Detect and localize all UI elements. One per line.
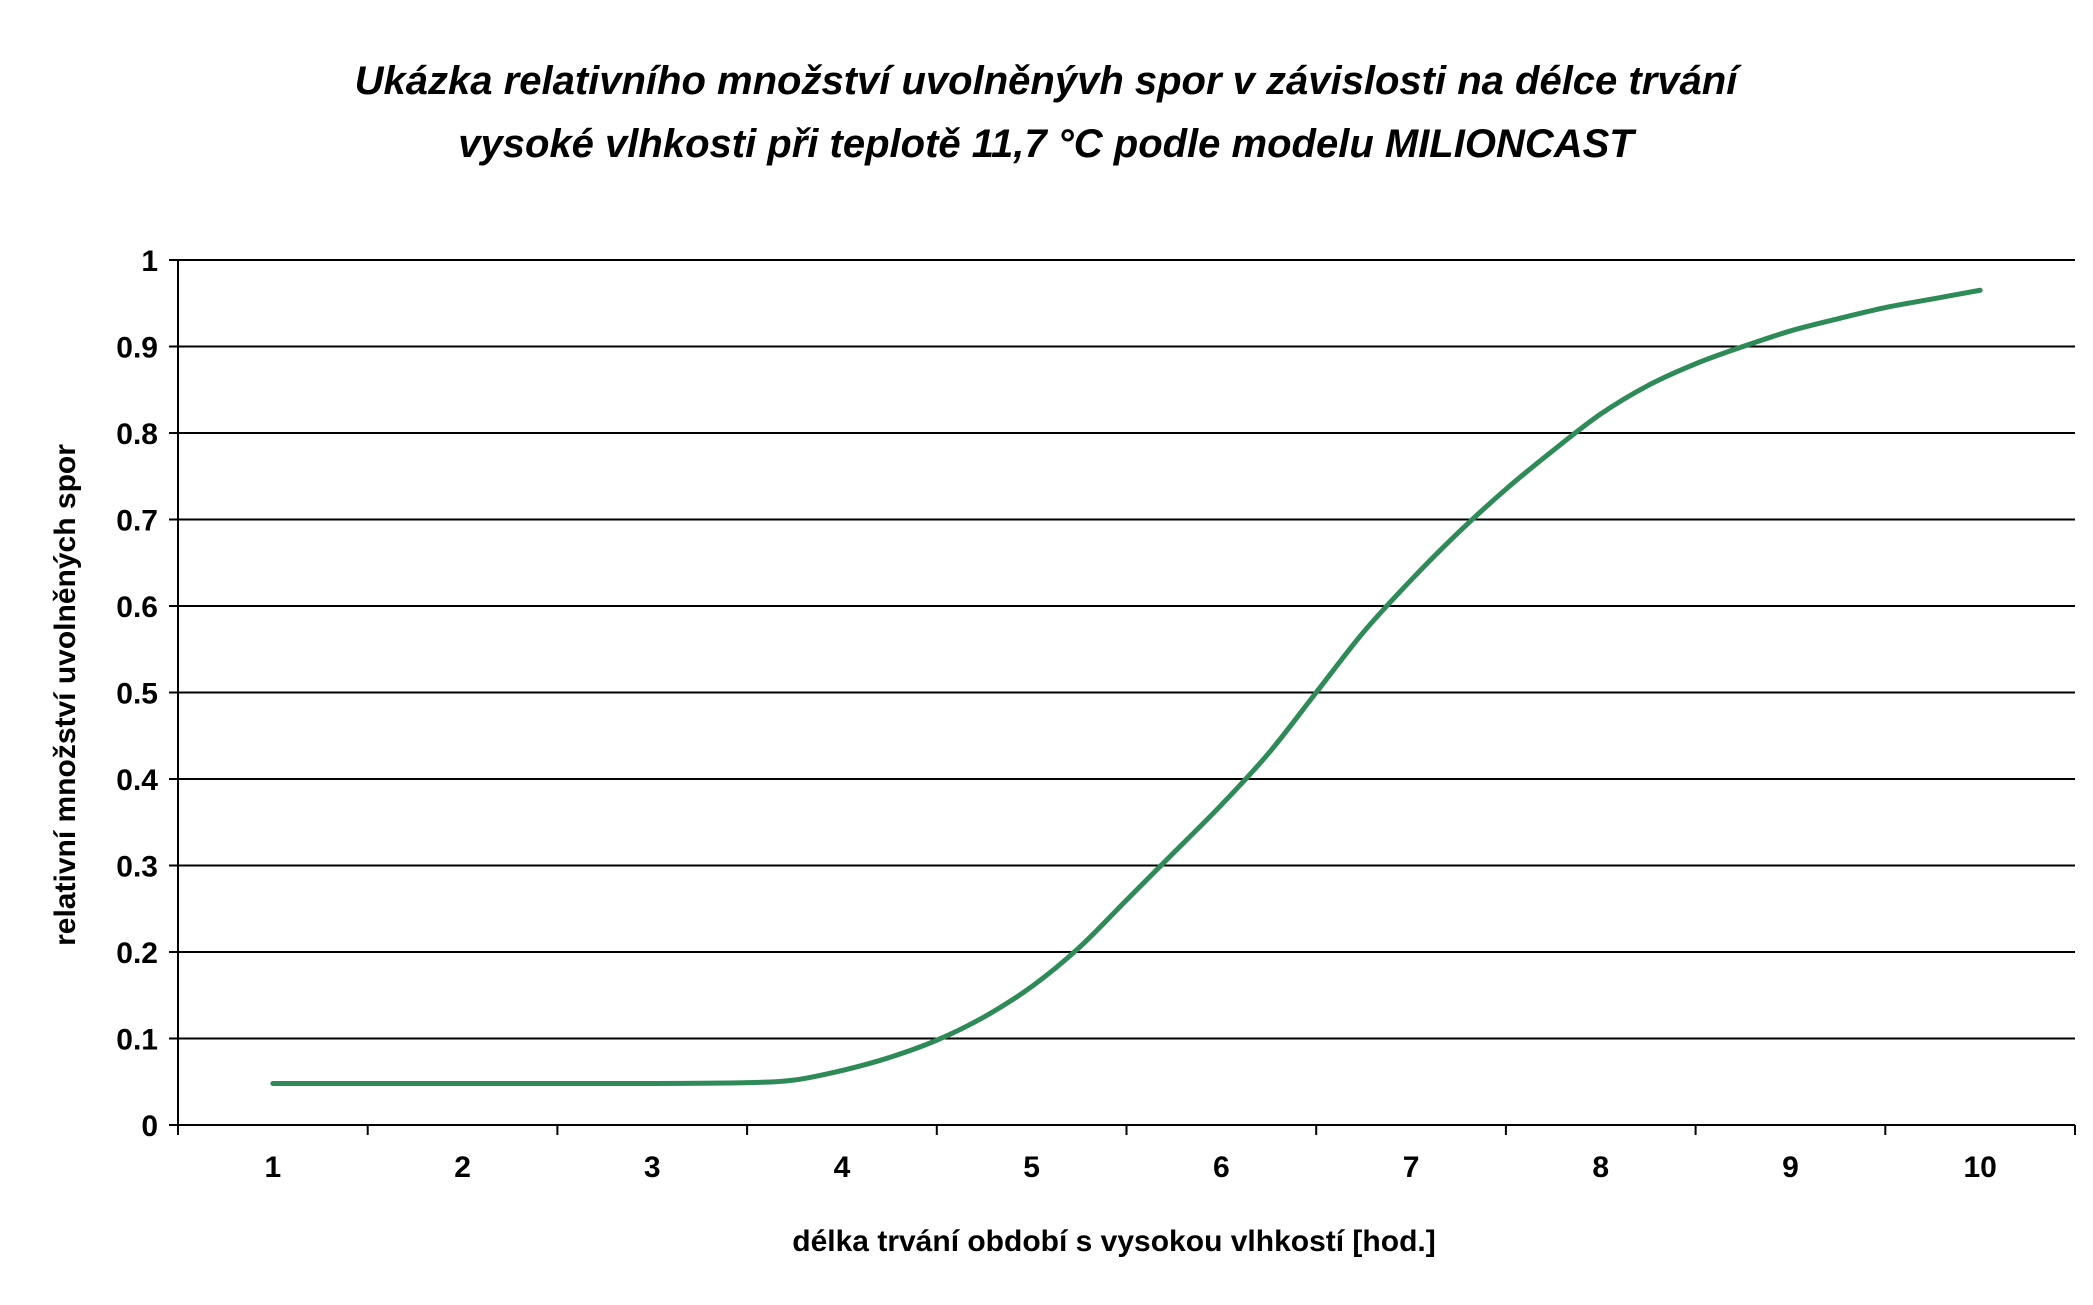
y-tick-label-4: 0.4 (116, 764, 158, 797)
y-tick-label-2: 0.2 (116, 937, 158, 970)
x-tick-label-10: 10 (1963, 1151, 1996, 1184)
y-tick-label-6: 0.6 (116, 591, 158, 624)
x-axis-label: délka trvání období s vysokou vlhkostí [… (792, 1225, 1435, 1258)
y-tick-label-0: 0 (141, 1110, 158, 1143)
x-tick-label-1: 1 (265, 1151, 282, 1184)
y-tick-label-7: 0.7 (116, 505, 158, 538)
y-tick-label-9: 0.9 (116, 332, 158, 365)
x-tick-label-4: 4 (834, 1151, 851, 1184)
y-tick-label-8: 0.8 (116, 418, 158, 451)
series-line-1 (270, 287, 1983, 1087)
chart-title-line-1: Ukázka relativního množství uvolněnývh s… (355, 59, 1743, 103)
y-tick-label-1: 0.1 (116, 1024, 158, 1057)
x-tick-label-8: 8 (1592, 1151, 1609, 1184)
y-tick-label-10: 1 (141, 245, 158, 278)
y-tick-label-3: 0.3 (116, 851, 158, 884)
x-tick-label-5: 5 (1023, 1151, 1040, 1184)
x-tick-label-6: 6 (1213, 1151, 1230, 1184)
x-tick-label-9: 9 (1782, 1151, 1799, 1184)
y-tick-label-5: 0.5 (116, 678, 158, 711)
tick-marks (169, 259, 2076, 1135)
x-tick-label-3: 3 (644, 1151, 661, 1184)
y-axis-label: relativní množství uvolněných spor (49, 444, 82, 946)
y-tick-labels: 0 0.1 0.2 0.3 0.4 0.5 0.6 0.7 0.8 0.9 1 (116, 245, 158, 1143)
series-layer (270, 287, 1983, 1087)
x-tick-label-2: 2 (454, 1151, 471, 1184)
x-tick-label-7: 7 (1403, 1151, 1420, 1184)
chart-title-line-2: vysoké vlhkosti při teplotě 11,7 °C podl… (458, 122, 1637, 166)
x-tick-labels: 1 2 3 4 5 6 7 8 9 10 (265, 1151, 1997, 1184)
gridlines (178, 259, 2075, 1040)
